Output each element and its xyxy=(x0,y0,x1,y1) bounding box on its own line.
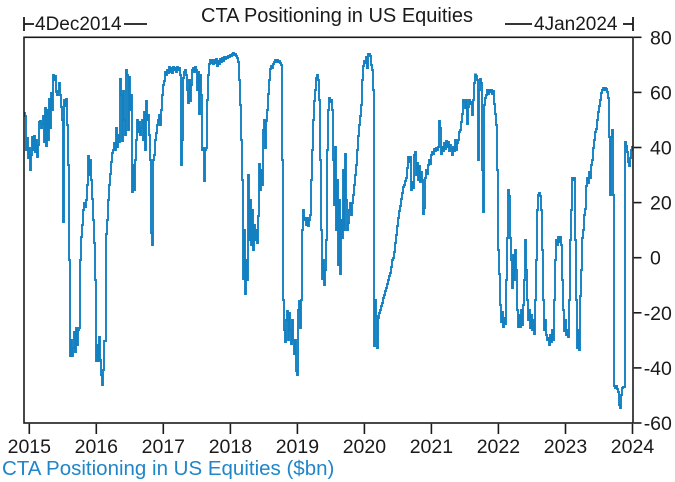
svg-text:-20: -20 xyxy=(644,303,672,325)
svg-text:4Jan2024: 4Jan2024 xyxy=(534,14,618,35)
svg-text:-40: -40 xyxy=(644,358,672,380)
svg-text:60: 60 xyxy=(650,82,672,104)
svg-text:2023: 2023 xyxy=(544,436,587,458)
svg-text:40: 40 xyxy=(650,138,672,160)
svg-text:2016: 2016 xyxy=(75,436,118,458)
svg-text:CTA Positioning in US Equities: CTA Positioning in US Equities xyxy=(201,5,473,27)
svg-text:2021: 2021 xyxy=(410,436,453,458)
svg-text:4Dec2014: 4Dec2014 xyxy=(35,14,122,35)
svg-text:20: 20 xyxy=(650,193,672,215)
svg-text:2022: 2022 xyxy=(477,436,520,458)
svg-text:2017: 2017 xyxy=(142,436,185,458)
svg-text:2015: 2015 xyxy=(8,436,52,458)
svg-text:CTA Positioning in US Equities: CTA Positioning in US Equities ($bn) xyxy=(2,457,334,480)
svg-text:0: 0 xyxy=(650,248,661,270)
svg-text:2018: 2018 xyxy=(209,436,252,458)
svg-text:80: 80 xyxy=(650,27,672,49)
svg-text:2019: 2019 xyxy=(276,436,319,458)
svg-text:2020: 2020 xyxy=(343,436,387,458)
svg-text:-60: -60 xyxy=(644,413,672,435)
svg-text:2024: 2024 xyxy=(611,436,655,458)
